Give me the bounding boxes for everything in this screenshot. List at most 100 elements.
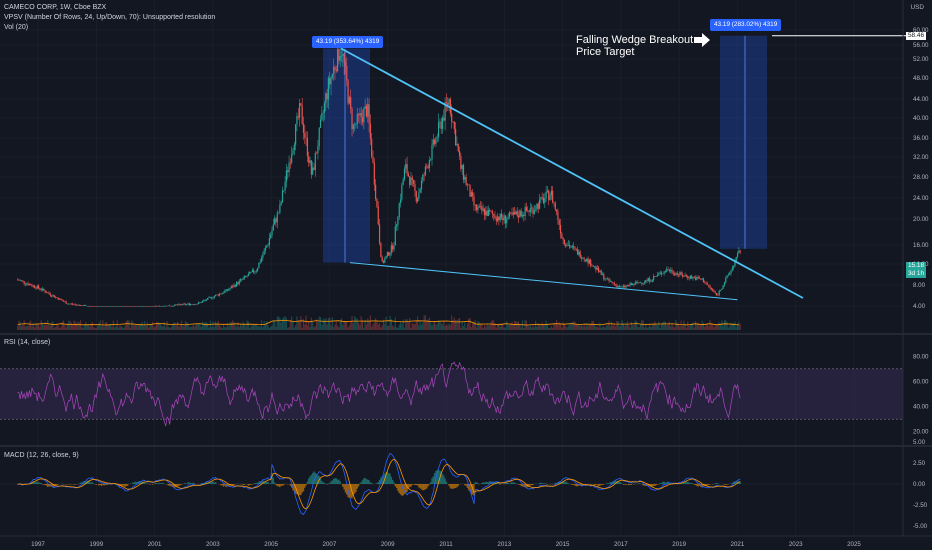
volume-bar	[485, 326, 487, 330]
candle-body	[479, 206, 482, 207]
volume-bar	[455, 319, 457, 330]
macd-histogram-bar	[650, 484, 652, 487]
candle-body	[36, 285, 38, 289]
volume-bar	[444, 326, 446, 330]
candle-body	[532, 207, 534, 214]
macd-histogram-bar	[449, 484, 452, 489]
volume-bar	[500, 323, 503, 330]
volume-bar	[330, 324, 332, 330]
volume-bar	[150, 324, 152, 330]
measure-badge-left[interactable]: 43.19 (353.64%) 4319	[312, 36, 384, 48]
volume-bar	[692, 322, 694, 330]
volume-bar	[668, 321, 670, 330]
candle-body	[203, 300, 205, 302]
volume-bar	[238, 326, 240, 330]
volume-bar	[693, 327, 695, 330]
candle-body	[470, 192, 472, 197]
macd-histogram-bar	[264, 481, 267, 484]
volume-bar	[566, 327, 568, 330]
macd-histogram-bar	[528, 484, 530, 487]
candle-body	[642, 282, 644, 284]
volume-bar	[140, 323, 142, 330]
volume-bar	[670, 326, 672, 330]
candle-body	[114, 306, 116, 307]
candle-body	[525, 207, 528, 211]
candle-body	[510, 212, 512, 213]
macd-histogram-bar	[701, 484, 703, 488]
volume-bar	[178, 326, 180, 330]
rsi-band-fill	[0, 368, 903, 420]
candle-body	[127, 306, 129, 307]
measure-badge-right[interactable]: 43.19 (283.02%) 4319	[710, 19, 782, 31]
volume-bar	[691, 323, 693, 330]
candle-body	[731, 267, 733, 271]
macd-histogram-bar	[200, 483, 202, 484]
volume-bar	[153, 327, 155, 330]
candle-body	[555, 209, 558, 212]
candle-body	[318, 127, 320, 147]
candle-body	[298, 103, 301, 118]
volume-bar	[709, 320, 711, 330]
candle-body	[355, 123, 357, 125]
rsi-axis-tick: 40.00	[913, 404, 929, 411]
volume-bar	[364, 319, 366, 330]
macd-histogram-bar	[322, 482, 324, 484]
candle-body	[220, 293, 222, 295]
volume-bar	[274, 320, 276, 330]
macd-histogram-bar	[221, 484, 223, 486]
candle-body	[89, 306, 91, 307]
candle-body	[461, 164, 463, 169]
volume-bar	[190, 326, 192, 330]
candle-body	[625, 285, 627, 288]
volume-bar	[529, 324, 531, 330]
volume-bar	[20, 326, 23, 330]
volume-bar	[204, 322, 206, 330]
volume-bar	[532, 325, 534, 330]
volume-bar	[587, 325, 589, 330]
candle-body	[599, 270, 601, 272]
volume-bar	[496, 324, 499, 330]
price-axis-tick: 44.00	[913, 96, 929, 103]
candle-body	[354, 124, 356, 125]
macd-histogram-bar	[610, 481, 613, 484]
candle-body	[272, 224, 274, 231]
candle-body	[350, 97, 352, 109]
volume-bar	[305, 315, 307, 330]
candle-body	[712, 289, 714, 291]
volume-bar	[69, 320, 71, 330]
volume-bar	[128, 320, 130, 330]
macd-histogram-bar	[511, 481, 513, 484]
volume-bar	[519, 324, 521, 330]
macd-histogram-bar	[456, 484, 458, 488]
candle-body	[541, 197, 543, 198]
volume-indicator-label[interactable]: Vol (20)	[4, 24, 29, 31]
macd-histogram-bar	[705, 484, 707, 486]
volume-bar	[106, 322, 108, 330]
candle-body	[537, 203, 539, 209]
vpsv-indicator-label[interactable]: VPSV (Number Of Rows, 24, Up/Down, 70): …	[4, 14, 216, 21]
macd-histogram-bar	[191, 483, 193, 484]
candle-body	[452, 121, 454, 123]
macd-histogram-bar	[334, 478, 336, 484]
volume-bar	[677, 323, 680, 330]
volume-bar	[542, 324, 545, 330]
candle-body	[609, 281, 611, 282]
volume-bar	[47, 320, 49, 330]
volume-bar	[586, 323, 588, 330]
macd-panel-label[interactable]: MACD (12, 26, close, 9)	[4, 452, 79, 459]
candle-body	[561, 233, 563, 238]
volume-bar	[142, 325, 145, 330]
price-axis-tick: 48.00	[913, 75, 929, 82]
volume-bar	[397, 327, 399, 330]
candle-body	[506, 219, 508, 224]
macd-histogram-bar	[330, 481, 332, 484]
volume-bar	[159, 324, 162, 330]
macd-histogram-bar	[37, 482, 40, 484]
macd-histogram-bar	[444, 478, 446, 484]
rsi-panel-label[interactable]: RSI (14, close)	[4, 339, 51, 346]
candle-body	[230, 286, 232, 289]
volume-bar	[170, 327, 172, 330]
candle-body	[117, 306, 120, 307]
macd-histogram-bar	[504, 482, 507, 484]
